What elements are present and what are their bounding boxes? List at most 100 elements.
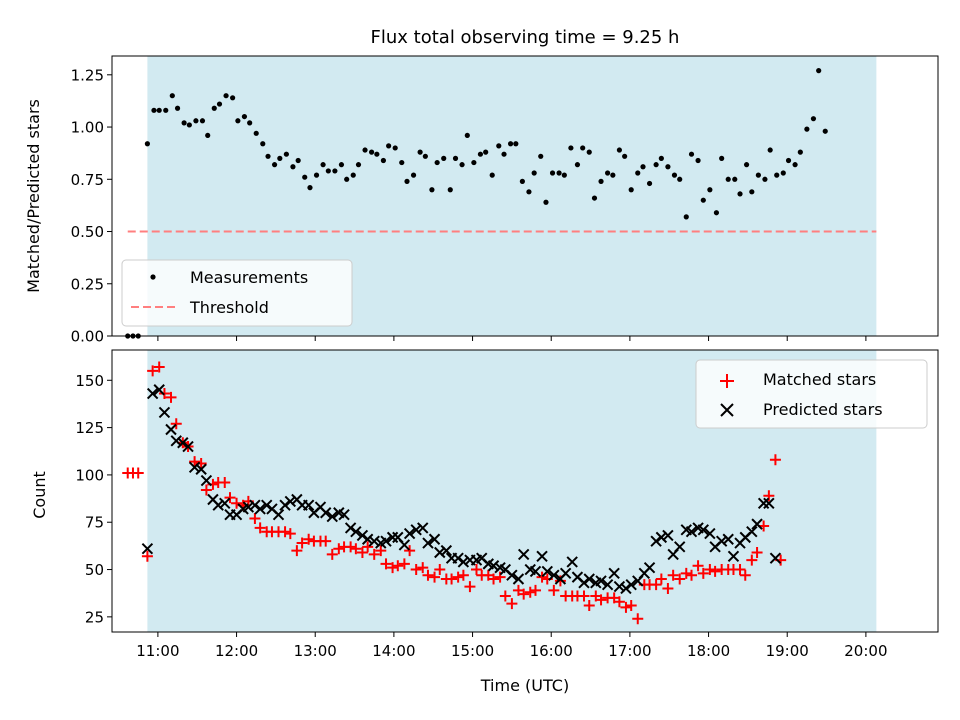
predicted-star-point [182,440,194,453]
predicted-star-point [559,567,572,580]
measurement-point [277,155,283,161]
matched-star-point [655,573,667,585]
predicted-star-point [380,535,392,547]
top-y-tick-label: 0.00 [71,328,104,346]
measurement-point [320,162,326,168]
measurement-point [452,155,459,161]
matched-star-point [650,579,662,591]
measurement-point [725,176,731,182]
measurement-point [586,149,592,155]
legend-matched-label: Matched stars [763,370,876,389]
measurement-point [380,157,386,164]
predicted-star-point [608,567,620,580]
predicted-star-point [517,548,530,561]
measurement-point [568,145,574,151]
matched-star-point [254,522,266,534]
measurement-point [526,189,532,195]
legend-measurements-label: Measurements [190,268,308,287]
measurement-point [216,101,223,107]
measurement-point [302,174,308,180]
matched-star-point [165,391,177,403]
bottom-legend: Matched stars Predicted stars [695,359,928,429]
measurement-point [658,155,664,161]
matched-star-point [303,533,315,545]
measurement-point [374,151,380,157]
predicted-star-point [548,569,560,581]
measurement-point [307,185,313,191]
matched-star-point [368,548,380,560]
x-tick-label: 15:00 [451,642,494,660]
predicted-star-point [746,525,758,538]
predicted-star-point [625,578,637,591]
matched-star-point [284,528,296,540]
measurement-point [622,153,628,159]
predicted-star-point [512,573,525,585]
measurement-point [271,162,278,168]
measurement-point [671,172,678,178]
measurement-point [199,118,206,124]
x-tick-label: 18:00 [687,642,730,660]
matched-star-point [662,582,674,594]
matched-star-point [189,456,201,468]
predicted-star-point [769,552,782,564]
predicted-star-point [751,518,763,530]
matched-star-point [518,588,530,600]
matched-star-point [417,562,429,574]
matched-star-point [667,569,679,581]
top-y-tick-label: 0.25 [71,275,104,293]
predicted-star-point [338,508,350,521]
matched-star-point [470,564,482,576]
measurement-point [355,162,362,168]
predicted-star-point [536,550,548,563]
measurement-point [640,164,646,170]
measurement-point [556,170,562,176]
predicted-star-point [715,535,728,547]
matched-star-point [170,418,182,430]
measurement-point [399,159,405,166]
legend-predicted-label: Predicted stars [763,400,883,419]
predicted-star-point [506,569,518,581]
matched-star-point [595,594,607,606]
bottom-y-tick-label: 50 [85,561,104,579]
legend-matched-marker [720,374,734,388]
measurement-point [700,197,706,203]
measurement-point [344,176,350,182]
top-panel: 0.00 0.25 0.50 0.75 1.00 1.25 Matched/Predict… [24,55,939,346]
measurement-point [610,172,616,178]
measurement-point [193,118,199,124]
predicted-star-point [613,580,626,593]
matched-star-point [320,535,332,547]
matched-star-point [734,564,746,576]
measurement-point [181,120,187,126]
predicted-star-point [704,527,716,540]
measurement-point [156,107,162,113]
measurement-point [441,155,447,161]
measurements-series [125,68,828,339]
measurement-point [580,145,586,151]
bottom-y-tick-label: 100 [75,466,104,484]
predicted-star-point [261,499,273,511]
matched-star-point [249,512,261,524]
x-tick-label: 19:00 [766,642,809,660]
measurement-point [477,151,484,157]
predicted-star-point [398,539,411,551]
predicted-star-point [674,541,686,553]
predicted-star-point [350,525,362,538]
predicted-star-point [195,463,207,475]
bottom-panel: 25 50 75 100 125 150 11:00 12:00 13:00 14:00 15:0… [30,349,939,695]
measurement-point [755,172,761,178]
measurement-point [737,191,743,197]
measurement-point [762,176,768,182]
matched-star-point [380,558,392,570]
matched-star-point [746,554,758,566]
measurement-point [501,151,507,157]
matched-star-point [326,548,338,560]
matched-star-point [429,571,441,583]
matched-star-point [200,484,212,496]
measurement-point [235,118,241,124]
matched-star-point [345,541,357,553]
matched-star-point [158,388,170,400]
x-tick-label: 17:00 [608,642,651,660]
predicted-star-point [141,543,154,555]
predicted-star-point [662,529,674,542]
